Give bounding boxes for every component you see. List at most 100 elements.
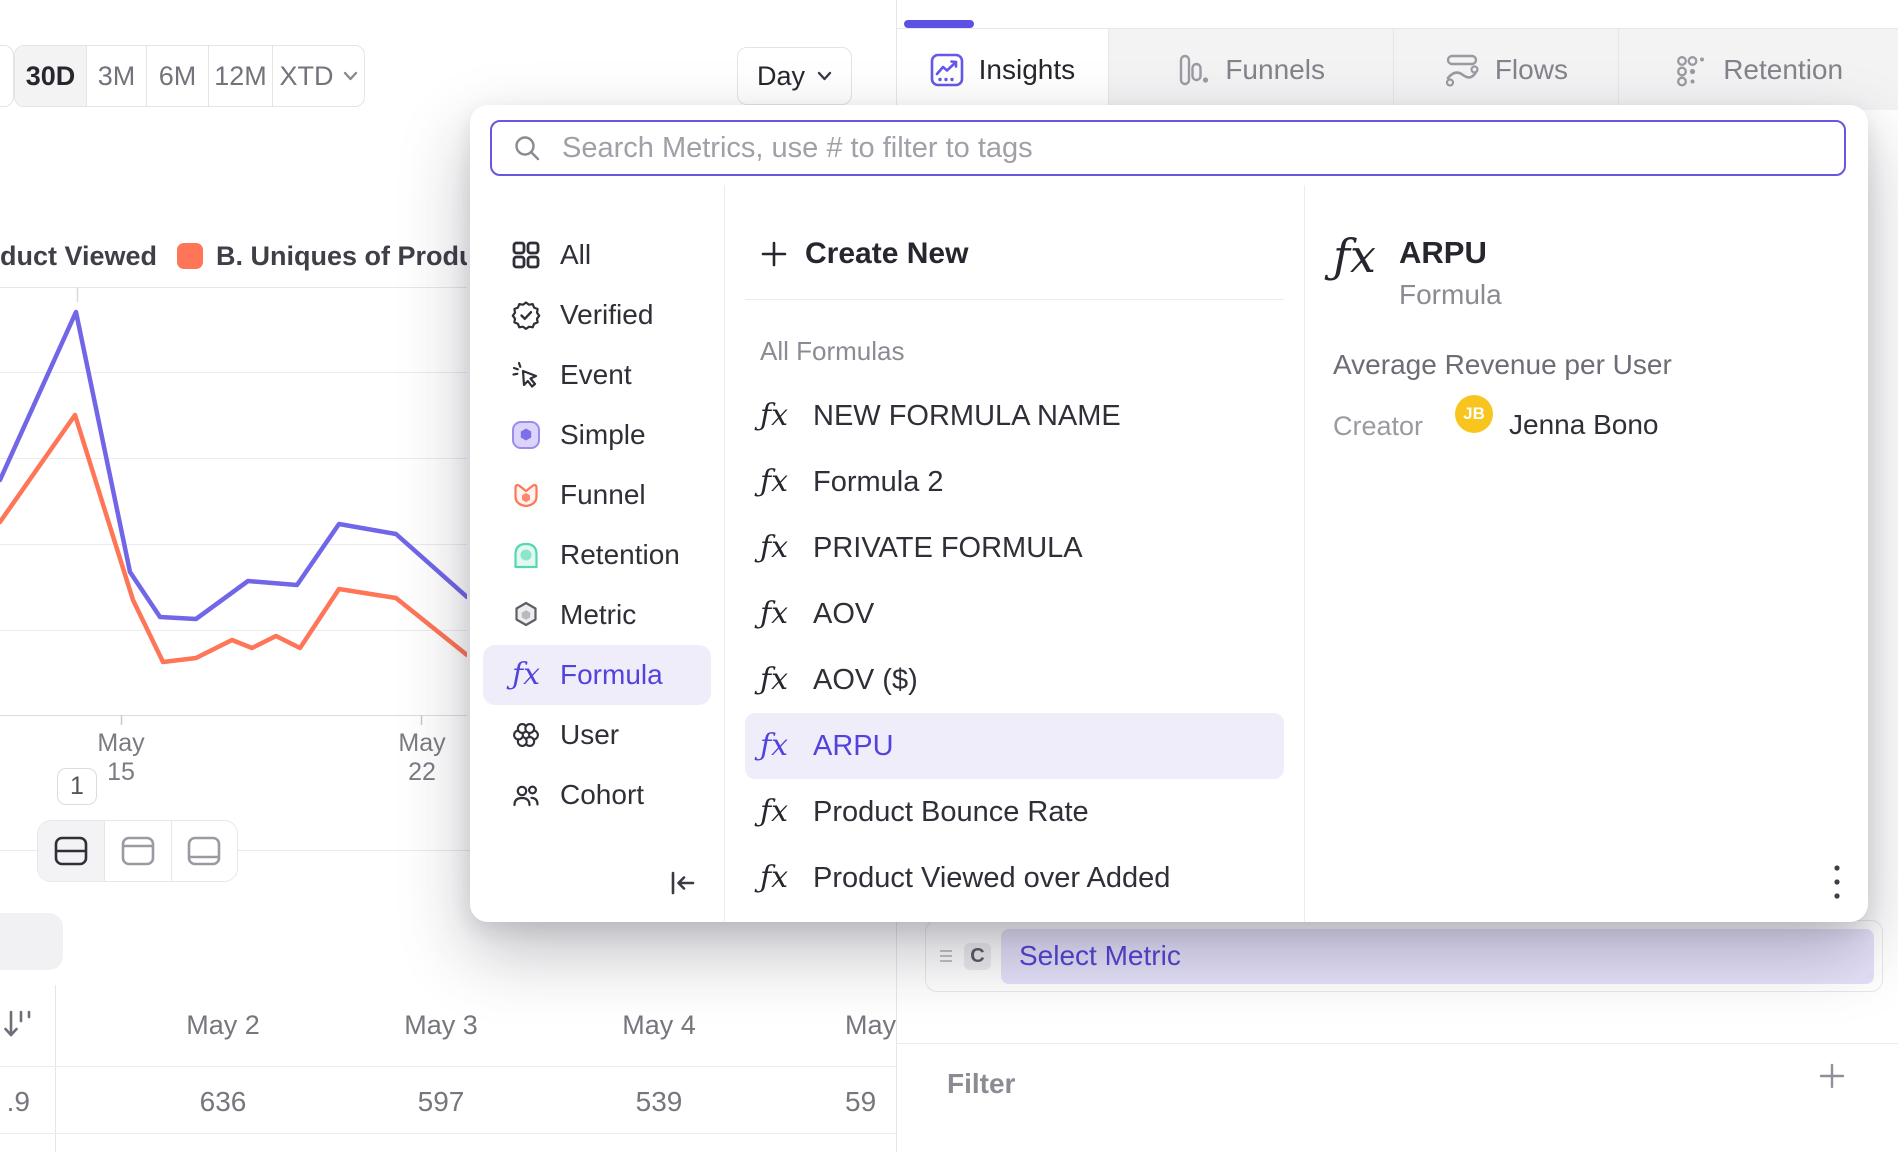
series-b-line xyxy=(0,412,467,665)
chevron-down-icon xyxy=(343,71,358,81)
time-range-30d[interactable]: 30D xyxy=(15,46,86,106)
tab-insights[interactable]: Insights xyxy=(897,29,1108,110)
category-user[interactable]: User xyxy=(470,705,724,765)
formula-row[interactable]: ƒx Product Bounce Rate xyxy=(725,779,1304,845)
time-range-xtd[interactable]: XTD xyxy=(272,46,364,106)
category-all[interactable]: All xyxy=(470,225,724,285)
category-label: Simple xyxy=(560,419,646,450)
table-row-border xyxy=(0,1133,896,1134)
granularity-dropdown[interactable]: Day xyxy=(737,47,852,105)
table-header-border xyxy=(0,1066,896,1067)
x-axis-tick-may15: May 15 xyxy=(97,729,145,786)
formula-row[interactable]: ƒx AOV xyxy=(725,581,1304,647)
layout-split-rows-button[interactable] xyxy=(38,821,105,881)
flows-wave-icon xyxy=(1445,54,1479,87)
collapse-sidebar-button[interactable] xyxy=(668,869,698,902)
category-label: Retention xyxy=(560,539,680,570)
formula-row[interactable]: ƒx AOV ($) xyxy=(725,647,1304,713)
x-axis-tick-may22: May 22 xyxy=(398,729,446,786)
formula-detail-panel: ƒx ARPU Formula Average Revenue per User… xyxy=(1305,185,1868,922)
tab-retention-label: Retention xyxy=(1723,53,1844,85)
formula-name: Product Viewed over Added xyxy=(813,861,1171,894)
category-label: Event xyxy=(560,359,632,390)
time-range-cutoff-button[interactable] xyxy=(0,45,14,107)
funnel-icon xyxy=(510,480,542,510)
layout-top-bar-button[interactable] xyxy=(104,821,171,881)
simple-icon xyxy=(510,420,542,450)
layout-bottom-bar-button[interactable] xyxy=(170,821,237,881)
formula-fx-icon: ƒx xyxy=(760,728,789,763)
formula-row[interactable]: ƒx PRIVATE FORMULA xyxy=(725,515,1304,581)
verified-badge-icon xyxy=(510,300,542,330)
create-new-label: Create New xyxy=(805,237,969,270)
table-column-divider xyxy=(55,985,56,1152)
tab-flows-label: Flows xyxy=(1494,53,1568,85)
metric-picker-modal: All Verified Event Simple Funnel xyxy=(470,105,1868,922)
line-chart xyxy=(0,287,467,725)
category-label: Cohort xyxy=(560,779,645,810)
add-filter-button[interactable] xyxy=(1818,1062,1846,1090)
legend-item-a-label[interactable]: duct Viewed xyxy=(0,240,158,271)
table-header-may3: May 3 xyxy=(404,1010,478,1040)
category-formula[interactable]: ƒx Formula xyxy=(483,645,711,705)
formula-row-selected[interactable]: ƒx ARPU xyxy=(745,713,1284,779)
category-funnel[interactable]: Funnel xyxy=(470,465,724,525)
retention-dots-icon xyxy=(1677,55,1705,86)
category-metric[interactable]: Metric xyxy=(470,585,724,645)
detail-title: ARPU xyxy=(1399,235,1487,270)
formula-fx-icon: ƒx xyxy=(760,398,789,433)
legend-swatch-b xyxy=(177,243,204,269)
table-cell: 597 xyxy=(417,1086,465,1117)
time-range-30d-label: 30D xyxy=(25,60,76,91)
kebab-menu-icon[interactable] xyxy=(1832,862,1842,902)
time-range-6m[interactable]: 6M xyxy=(146,46,208,106)
active-nav-indicator xyxy=(904,20,974,28)
category-event[interactable]: Event xyxy=(470,345,724,405)
time-range-12m-label: 12M xyxy=(214,60,267,91)
category-retention[interactable]: Retention xyxy=(470,525,724,585)
formula-row[interactable]: ƒx Formula 2 xyxy=(725,449,1304,515)
formula-list-column: Create New All Formulas ƒx NEW FORMULA N… xyxy=(725,185,1305,922)
filter-section-label: Filter xyxy=(947,1068,1016,1099)
formula-fx-icon: ƒx xyxy=(760,794,789,829)
formula-name: PRIVATE FORMULA xyxy=(813,531,1083,564)
formula-row[interactable]: ƒx Product Viewed over Added xyxy=(725,845,1304,911)
formula-name: NEW FORMULA NAME xyxy=(813,399,1121,432)
metric-hexagon-icon xyxy=(510,600,542,630)
clause-letter-badge[interactable]: C xyxy=(964,942,991,970)
event-cursor-icon xyxy=(510,360,542,390)
category-sidebar: All Verified Event Simple Funnel xyxy=(470,185,725,922)
search-input[interactable] xyxy=(562,131,1844,165)
drag-handle-icon[interactable] xyxy=(938,948,954,964)
formula-row[interactable]: ƒx NEW FORMULA NAME xyxy=(725,383,1304,449)
time-range-12m[interactable]: 12M xyxy=(208,46,272,106)
category-cohort[interactable]: Cohort xyxy=(470,765,724,825)
sort-desc-icon[interactable] xyxy=(2,1006,34,1044)
bottom-bar-icon xyxy=(188,836,221,866)
section-divider xyxy=(0,850,896,851)
category-simple[interactable]: Simple xyxy=(470,405,724,465)
chart-gridlines xyxy=(0,287,467,725)
insights-chart-icon xyxy=(930,53,963,86)
list-divider xyxy=(745,299,1284,300)
table-header-may4: May 4 xyxy=(622,1010,696,1040)
formula-fx-icon: ƒx xyxy=(760,662,789,697)
legend-item-b-label[interactable]: B. Uniques of Product Add xyxy=(216,240,467,271)
category-verified[interactable]: Verified xyxy=(470,285,724,345)
create-new-button[interactable]: Create New xyxy=(725,223,1304,285)
time-range-3m[interactable]: 3M xyxy=(86,46,146,106)
formula-fx-icon: ƒx xyxy=(511,657,541,692)
formula-fx-icon-large: ƒx xyxy=(1333,229,1376,283)
select-metric-button[interactable]: Select Metric xyxy=(1001,928,1874,984)
tab-funnels[interactable]: Funnels xyxy=(1107,29,1393,110)
formula-fx-icon: ƒx xyxy=(760,530,789,565)
tab-retention[interactable]: Retention xyxy=(1618,29,1898,110)
pagination-page-button[interactable]: 1 xyxy=(57,768,97,805)
metric-clause-card: C Select Metric xyxy=(925,920,1883,992)
search-icon xyxy=(515,136,540,161)
tab-flows[interactable]: Flows xyxy=(1392,29,1619,110)
search-bar xyxy=(490,120,1846,176)
cutoff-segment-pill[interactable] xyxy=(0,913,63,970)
avatar: JB xyxy=(1455,395,1493,433)
table-header-may-cut: May xyxy=(845,1010,897,1040)
